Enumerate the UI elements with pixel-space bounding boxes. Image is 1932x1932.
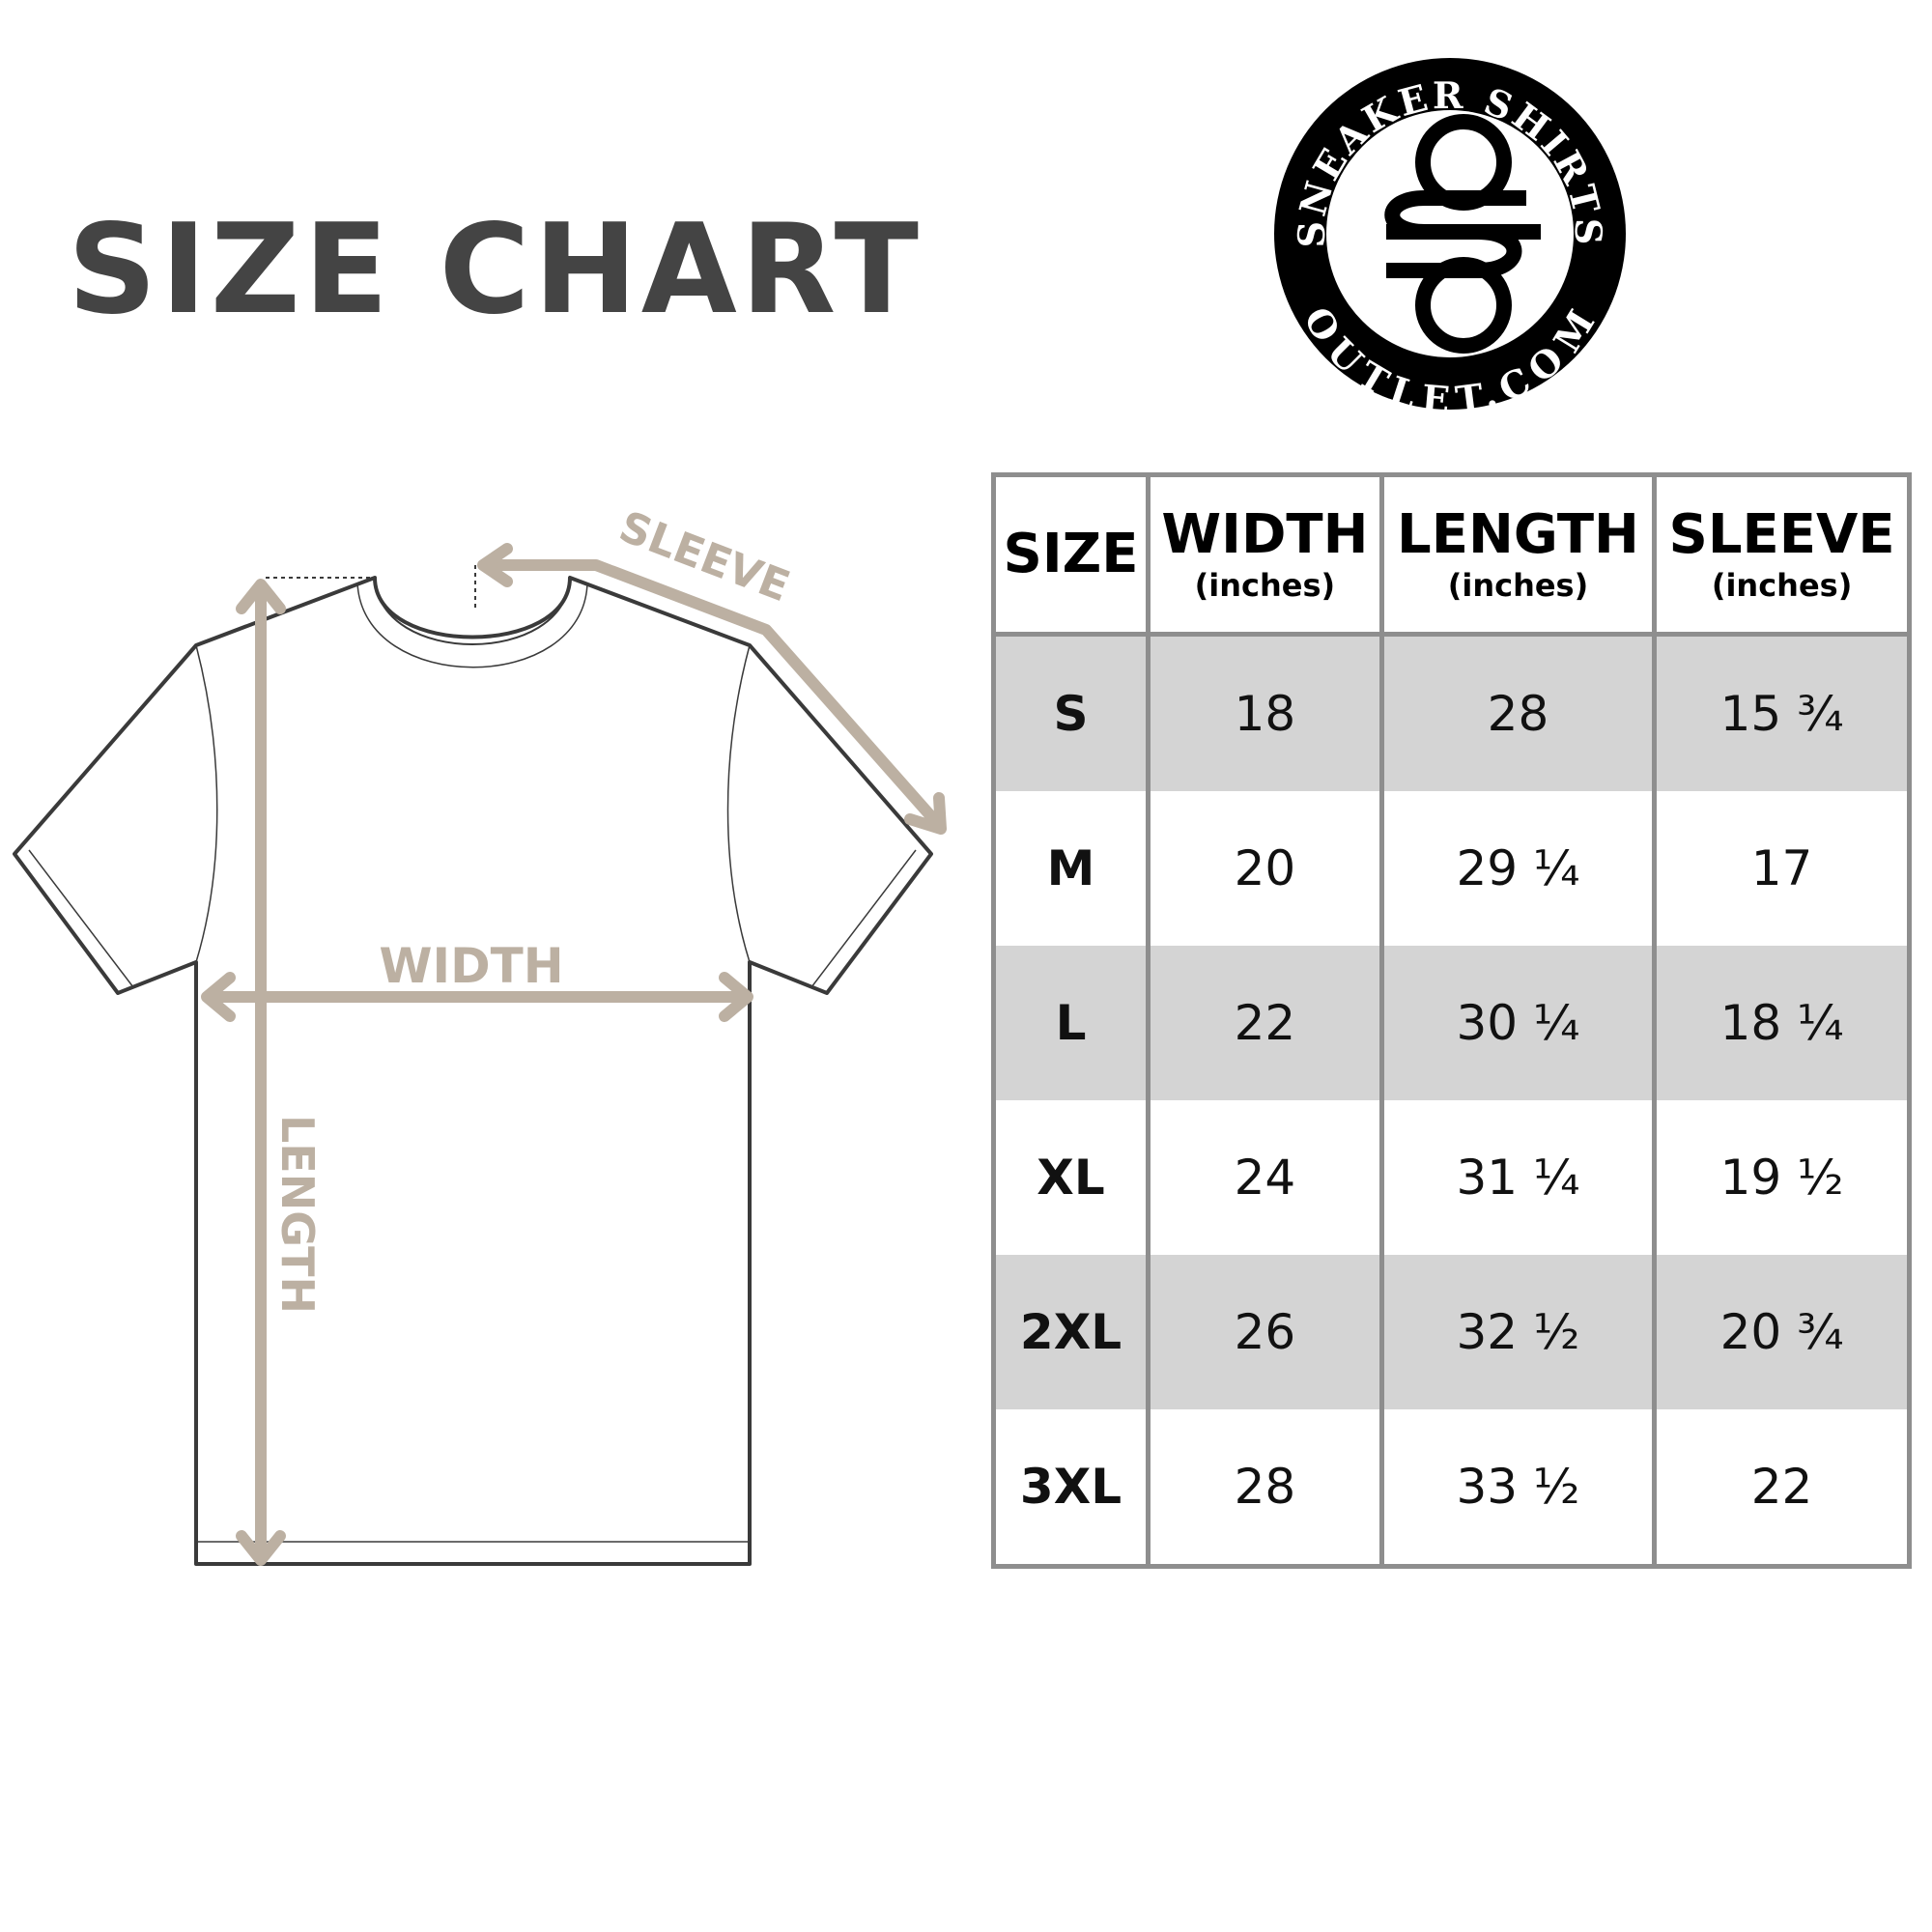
size-cell: 2XL [990, 1255, 1151, 1409]
sleeve-cell: 17 [1652, 791, 1912, 946]
length-cell: 29 ¼ [1378, 791, 1658, 946]
header-size: SIZE [990, 472, 1151, 637]
page-title: SIZE CHART [68, 198, 923, 342]
header-label: WIDTH [1161, 503, 1369, 566]
header-width: WIDTH (inches) [1146, 472, 1384, 637]
size-cell: XL [990, 1100, 1151, 1255]
length-cell: 31 ¼ [1378, 1100, 1658, 1255]
length-cell: 28 [1378, 634, 1658, 791]
size-cell: S [990, 634, 1151, 791]
sleeve-cell: 18 ¼ [1652, 946, 1912, 1100]
table-row: 2XL 26 32 ½ 20 ¾ [990, 1255, 1912, 1409]
sleeve-cell: 15 ¾ [1652, 634, 1912, 791]
table-row: 3XL 28 33 ½ 22 [990, 1409, 1912, 1567]
table-row: M 20 29 ¼ 17 [990, 791, 1912, 946]
header-unit: (inches) [1194, 567, 1336, 604]
table-row: L 22 30 ¼ 18 ¼ [990, 946, 1912, 1100]
width-cell: 22 [1146, 946, 1384, 1100]
length-cell: 32 ½ [1378, 1255, 1658, 1409]
brand-logo: SNEAKER SHIRTS OUTLET.COM [1274, 58, 1626, 422]
table-row: S 18 28 15 ¾ [990, 634, 1912, 791]
size-cell: 3XL [990, 1409, 1151, 1567]
width-cell: 28 [1146, 1409, 1384, 1567]
width-cell: 18 [1146, 634, 1384, 791]
length-label: LENGTH [271, 1115, 324, 1314]
table-row: XL 24 31 ¼ 19 ½ [990, 1100, 1912, 1255]
tshirt-outline [13, 565, 933, 1566]
measurement-arrows [201, 543, 947, 1566]
length-cell: 30 ¼ [1378, 946, 1658, 1100]
width-cell: 26 [1146, 1255, 1384, 1409]
length-cell: 33 ½ [1378, 1409, 1658, 1567]
header-label: LENGTH [1397, 503, 1639, 566]
table-header-row: SIZE WIDTH (inches) LENGTH (inches) SLEEVE… [990, 472, 1912, 637]
sleeve-label: SLEEVE [612, 502, 796, 612]
size-cell: M [990, 791, 1151, 946]
sleeve-cell: 19 ½ [1652, 1100, 1912, 1255]
header-sleeve: SLEEVE (inches) [1652, 472, 1912, 637]
header-length: LENGTH (inches) [1378, 472, 1658, 637]
width-cell: 24 [1146, 1100, 1384, 1255]
sleeve-cell: 22 [1652, 1409, 1912, 1567]
header-label: SLEEVE [1668, 503, 1895, 566]
size-table: SIZE WIDTH (inches) LENGTH (inches) SLEEVE… [990, 472, 1912, 1569]
header-unit: (inches) [1447, 567, 1589, 604]
monogram-icon [1384, 114, 1541, 354]
size-cell: L [990, 946, 1151, 1100]
sleeve-arrow [482, 559, 943, 829]
header-label: SIZE [1003, 523, 1139, 585]
width-cell: 20 [1146, 791, 1384, 946]
sleeve-cell: 20 ¾ [1652, 1255, 1912, 1409]
width-label: WIDTH [379, 938, 563, 994]
header-unit: (inches) [1711, 567, 1853, 604]
